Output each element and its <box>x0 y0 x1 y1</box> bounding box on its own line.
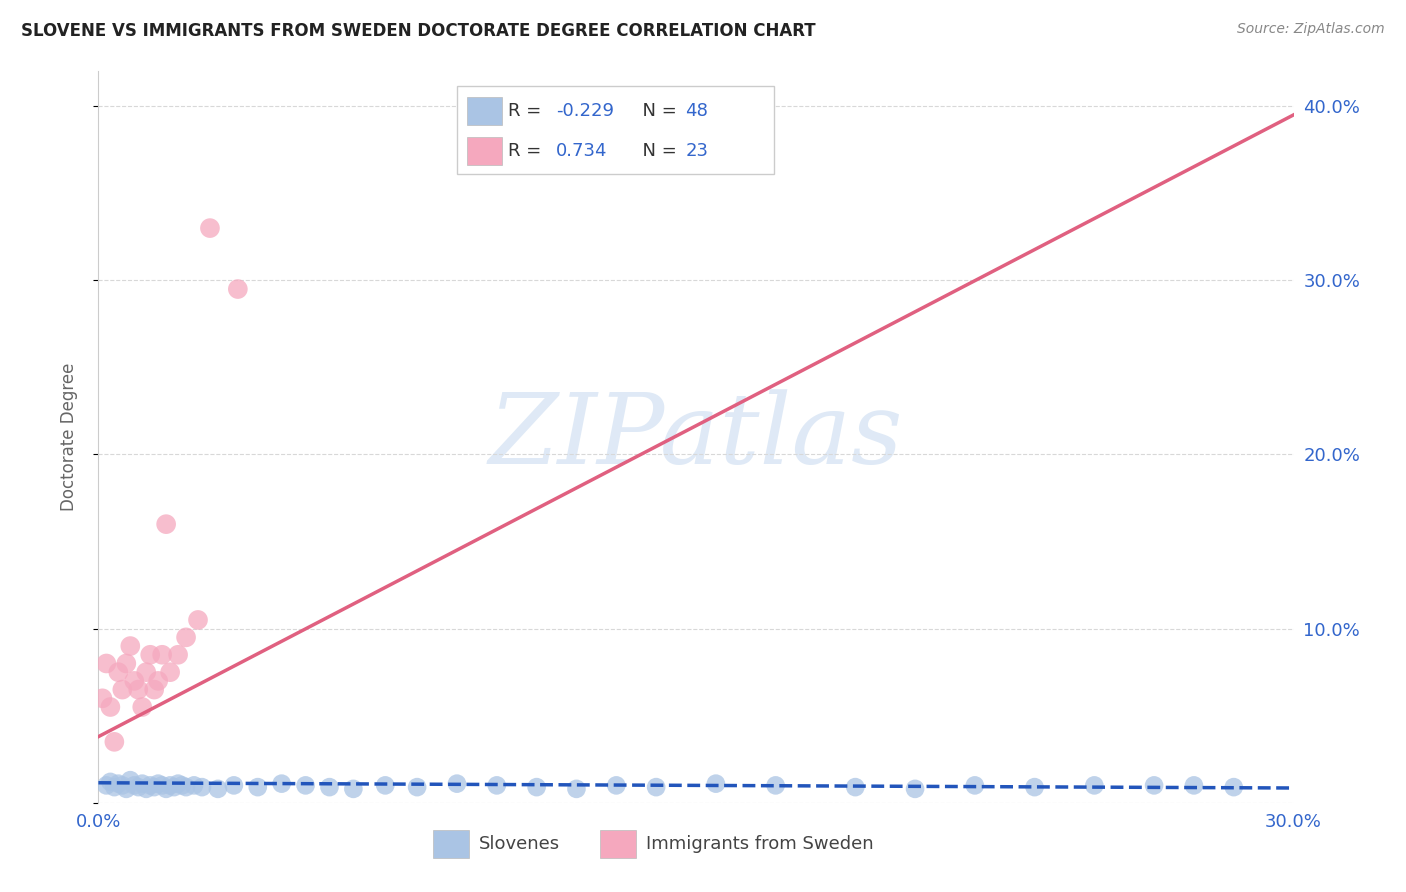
Point <box>270 777 292 791</box>
Point <box>131 777 153 791</box>
Point <box>120 773 142 788</box>
Text: 48: 48 <box>685 102 709 120</box>
Point <box>115 657 138 671</box>
Point <box>704 777 727 791</box>
Text: N =: N = <box>631 142 683 160</box>
Point <box>155 781 177 796</box>
Point <box>342 781 364 796</box>
Point <box>565 781 588 796</box>
Point <box>222 778 245 792</box>
Point <box>172 778 194 792</box>
Point <box>150 778 173 792</box>
Point <box>131 700 153 714</box>
Point <box>1223 780 1246 794</box>
Point <box>143 780 166 794</box>
Text: R =: R = <box>509 102 547 120</box>
Point <box>124 778 146 792</box>
Point <box>207 781 229 796</box>
Point <box>406 780 429 794</box>
Point <box>103 780 125 794</box>
Point <box>98 700 122 714</box>
Point <box>115 781 138 796</box>
Text: -0.229: -0.229 <box>557 102 614 120</box>
Point <box>174 780 197 794</box>
Y-axis label: Doctorate Degree: Doctorate Degree <box>59 363 77 511</box>
Point <box>107 665 129 680</box>
Point <box>150 648 173 662</box>
Point <box>163 780 186 794</box>
Point <box>167 648 190 662</box>
Point <box>127 682 149 697</box>
Point <box>226 282 249 296</box>
Point <box>526 780 548 794</box>
Point <box>124 673 146 688</box>
Point <box>111 778 134 792</box>
Point <box>148 777 170 791</box>
FancyBboxPatch shape <box>467 137 502 165</box>
Point <box>1143 778 1166 792</box>
Point <box>605 778 627 792</box>
Point <box>246 780 269 794</box>
Point <box>96 778 118 792</box>
Text: Immigrants from Sweden: Immigrants from Sweden <box>645 835 873 853</box>
Text: 23: 23 <box>685 142 709 160</box>
Point <box>91 691 114 706</box>
Point <box>374 778 396 792</box>
Point <box>127 780 149 794</box>
Text: R =: R = <box>509 142 553 160</box>
Point <box>485 778 508 792</box>
Point <box>148 673 170 688</box>
Point <box>120 639 142 653</box>
Point <box>135 781 157 796</box>
Point <box>139 648 162 662</box>
Point <box>98 775 122 789</box>
Point <box>143 682 166 697</box>
FancyBboxPatch shape <box>600 830 636 858</box>
Point <box>174 631 197 645</box>
Point <box>1182 778 1205 792</box>
Point <box>294 778 316 792</box>
Point <box>96 657 118 671</box>
Point <box>904 781 927 796</box>
Point <box>1024 780 1046 794</box>
Point <box>103 735 125 749</box>
FancyBboxPatch shape <box>457 86 773 174</box>
Point <box>1083 778 1105 792</box>
Point <box>167 777 190 791</box>
Point <box>183 778 205 792</box>
Point <box>963 778 986 792</box>
Point <box>191 780 214 794</box>
Point <box>139 778 162 792</box>
Text: Source: ZipAtlas.com: Source: ZipAtlas.com <box>1237 22 1385 37</box>
Text: ZIPatlas: ZIPatlas <box>489 390 903 484</box>
FancyBboxPatch shape <box>433 830 470 858</box>
Point <box>159 665 181 680</box>
Point <box>187 613 209 627</box>
Text: 0.734: 0.734 <box>557 142 607 160</box>
Point <box>446 777 468 791</box>
Point <box>155 517 177 532</box>
Text: SLOVENE VS IMMIGRANTS FROM SWEDEN DOCTORATE DEGREE CORRELATION CHART: SLOVENE VS IMMIGRANTS FROM SWEDEN DOCTOR… <box>21 22 815 40</box>
FancyBboxPatch shape <box>467 97 502 125</box>
Point <box>135 665 157 680</box>
Point <box>159 778 181 792</box>
Point <box>645 780 668 794</box>
Point <box>844 780 866 794</box>
Text: Slovenes: Slovenes <box>478 835 560 853</box>
Point <box>107 777 129 791</box>
Point <box>198 221 221 235</box>
Point <box>111 682 134 697</box>
Text: N =: N = <box>631 102 683 120</box>
Point <box>318 780 340 794</box>
Point <box>765 778 787 792</box>
